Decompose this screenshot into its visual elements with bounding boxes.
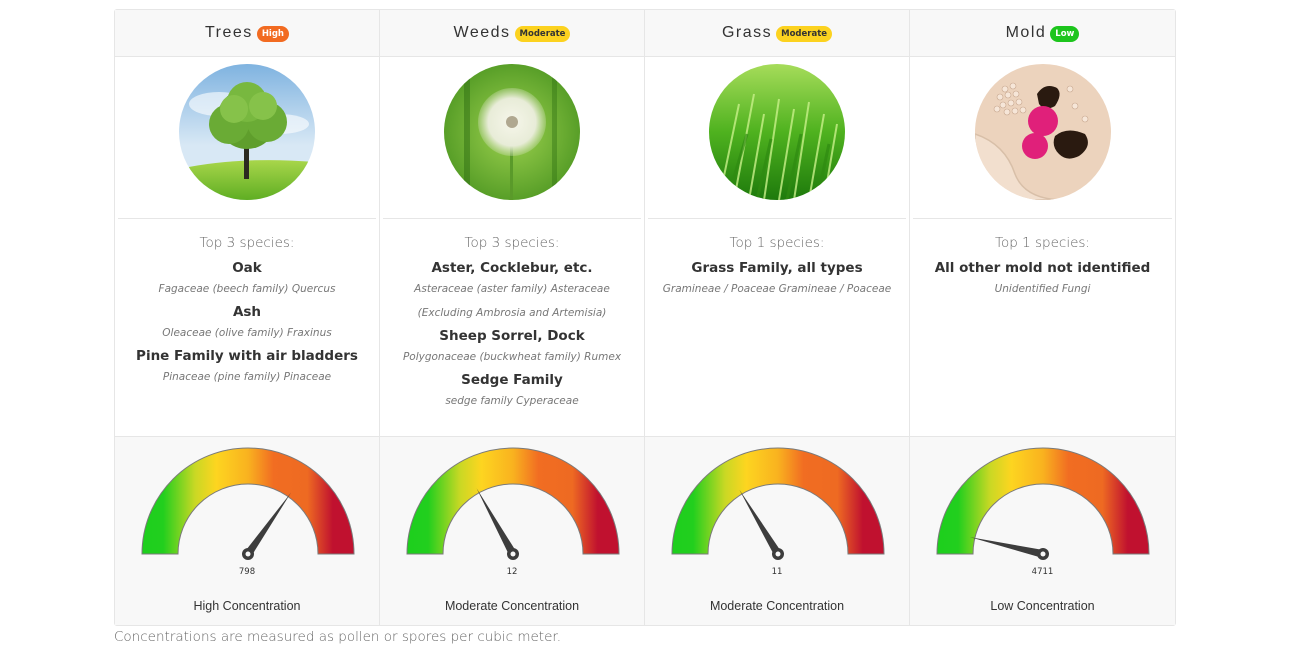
divider [648,218,906,219]
species-latin: sedge family Cyperaceae [445,395,579,407]
column-header: Weeds Moderate [380,10,644,57]
species-latin: Pinaceae (pine family) Pinaceae [162,371,332,383]
level-badge: Moderate [776,26,833,42]
species-section: Top 3 species: Aster, Cocklebur, etc. As… [380,219,644,437]
concentration-label: Moderate Concentration [709,599,845,613]
species-section: Top 1 species: All other mold not identi… [910,219,1175,437]
dandelion-image [444,64,580,200]
species-section: Top 1 species: Grass Family, all types G… [645,219,909,437]
gauge-value: 12 [506,567,518,577]
divider [383,218,641,219]
image-cell [115,57,379,219]
species-latin: Asteraceae (aster family) Asteraceae [414,283,610,295]
category-title: Weeds [453,24,511,41]
column-header: Mold Low [910,10,1175,57]
concentration-label: High Concentration [193,599,301,613]
column-trees: Trees High [115,10,380,625]
gauge-cell: 4711 Low Concentration [910,437,1175,625]
mold-image [974,64,1111,200]
gauge-cell: 11 Moderate Concentration [645,437,909,625]
column-header: Grass Moderate [645,10,909,57]
species-name: Sedge Family [461,372,563,388]
species-section: Top 3 species: Oak Fagaceae (beech famil… [115,219,379,437]
species-name: Sheep Sorrel, Dock [439,328,585,344]
divider [913,218,1172,219]
level-badge: Low [1050,26,1080,42]
species-latin: Gramineae / Poaceae Gramineae / Poaceae [662,283,892,295]
concentration-gauge [936,447,1150,560]
column-mold: Mold Low [910,10,1175,625]
gauge-cell: 798 High Concentration [115,437,379,625]
category-title: Trees [205,24,253,41]
image-cell [645,57,909,219]
pollen-table: Trees High [114,9,1176,626]
category-title: Grass [721,24,773,41]
image-cell [910,57,1175,219]
species-latin: Unidentified Fungi [994,283,1091,295]
species-heading: Top 1 species: [995,235,1090,251]
species-name: Oak [232,260,262,276]
concentration-gauge [141,447,355,560]
gauge-value: 11 [771,567,783,577]
species-latin: Oleaceae (olive family) Fraxinus [162,327,332,339]
species-heading: Top 3 species: [464,235,560,251]
species-name: Ash [232,304,262,320]
gauge-value: 798 [238,567,256,577]
level-badge: Moderate [514,26,571,42]
grass-image [709,64,845,200]
species-name: Aster, Cocklebur, etc. [431,260,593,276]
species-latin: Polygonaceae (buckwheat family) Rumex [402,351,622,363]
column-grass: Grass Moderate [645,10,910,625]
column-header: Trees High [115,10,379,57]
level-badge: High [256,26,289,42]
concentration-label: Moderate Concentration [444,599,580,613]
category-title: Mold [1005,24,1047,41]
divider [118,218,376,219]
concentration-gauge [406,447,620,560]
concentration-label: Low Concentration [990,599,1095,613]
gauge-cell: 12 Moderate Concentration [380,437,644,625]
species-latin: (Excluding Ambrosia and Artemisia) [417,307,607,319]
image-cell [380,57,644,219]
species-heading: Top 1 species: [729,235,825,251]
species-heading: Top 3 species: [199,235,295,251]
species-name: All other mold not identified [934,260,1151,276]
species-latin: Fagaceae (beech family) Quercus [158,283,336,295]
gauge-value: 4711 [1031,567,1054,577]
tree-image [179,64,315,200]
species-name: Grass Family, all types [691,260,863,276]
footnote: Concentrations are measured as pollen or… [114,629,562,645]
column-weeds: Weeds Moderate [380,10,645,625]
concentration-gauge [671,447,885,560]
species-name: Pine Family with air bladders [136,348,358,364]
